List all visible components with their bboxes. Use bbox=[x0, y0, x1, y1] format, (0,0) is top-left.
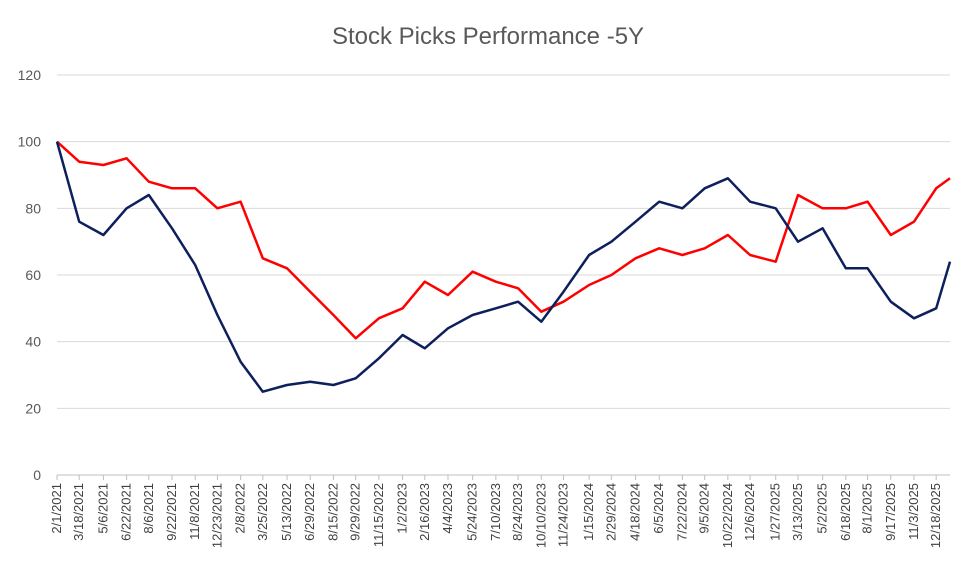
y-tick-label: 40 bbox=[25, 334, 41, 350]
y-tick-label: 0 bbox=[33, 467, 41, 483]
x-tick-label: 8/1/2025 bbox=[860, 483, 875, 534]
y-tick-label: 120 bbox=[18, 67, 42, 83]
x-tick-label: 1/15/2024 bbox=[581, 483, 596, 541]
x-tick-label: 2/16/2023 bbox=[417, 483, 432, 541]
x-tick-label: 8/15/2022 bbox=[325, 483, 340, 541]
x-tick-label: 11/8/2021 bbox=[187, 483, 202, 540]
y-tick-label: 100 bbox=[18, 134, 42, 150]
x-tick-label: 2/8/2022 bbox=[233, 483, 248, 534]
x-tick-label: 1/27/2025 bbox=[768, 483, 783, 541]
x-tick-label: 10/22/2024 bbox=[720, 483, 735, 548]
x-tick-label: 10/10/2023 bbox=[533, 483, 548, 548]
x-axis-ticks: 2/1/2021 3/18/2021 5/6/2021 6/22/2021 8/6/20… bbox=[49, 475, 943, 548]
y-axis-ticks: 0 20 40 60 80 100 120 bbox=[18, 67, 42, 483]
x-tick-label: 3/25/2022 bbox=[255, 483, 270, 541]
x-tick-label: 8/6/2021 bbox=[141, 483, 156, 534]
series-lines bbox=[55, 140, 952, 393]
x-tick-label: 2/1/2021 bbox=[49, 483, 64, 534]
x-tick-label: 4/18/2024 bbox=[628, 483, 643, 541]
x-tick-label: 3/18/2021 bbox=[71, 483, 86, 541]
x-tick-label: 11/24/2023 bbox=[555, 483, 570, 547]
x-tick-label: 5/2/2025 bbox=[815, 483, 830, 534]
x-tick-label: 12/23/2021 bbox=[209, 483, 224, 548]
x-tick-label: 3/13/2025 bbox=[790, 483, 805, 541]
y-tick-label: 80 bbox=[25, 200, 41, 216]
x-tick-label: 8/24/2023 bbox=[510, 483, 525, 541]
gridlines bbox=[57, 74, 950, 476]
x-tick-label: 9/17/2025 bbox=[883, 483, 898, 541]
x-tick-label: 4/4/2023 bbox=[440, 483, 455, 534]
x-tick-label: 2/29/2024 bbox=[603, 483, 618, 541]
x-tick-label: 7/22/2024 bbox=[674, 483, 689, 541]
x-tick-label: 7/10/2023 bbox=[488, 483, 503, 541]
chart-title: Stock Picks Performance -5Y bbox=[332, 23, 644, 50]
y-tick-label: 20 bbox=[25, 400, 41, 416]
x-tick-label: 1/2/2023 bbox=[395, 483, 410, 534]
x-tick-label: 11/15/2022 bbox=[371, 483, 386, 547]
x-tick-label: 6/18/2025 bbox=[838, 483, 853, 541]
x-tick-label: 12/18/2025 bbox=[928, 483, 943, 548]
x-tick-label: 6/22/2021 bbox=[119, 483, 134, 541]
x-tick-label: 6/5/2024 bbox=[651, 483, 666, 534]
series-line-1 bbox=[56, 140, 951, 340]
y-tick-label: 60 bbox=[25, 267, 41, 283]
x-tick-label: 5/6/2021 bbox=[95, 483, 110, 534]
x-tick-label: 11/3/2025 bbox=[906, 483, 921, 540]
series-line-2 bbox=[55, 141, 952, 393]
x-tick-label: 6/29/2022 bbox=[302, 483, 317, 541]
x-tick-label: 9/22/2021 bbox=[164, 483, 179, 541]
x-tick-label: 9/5/2024 bbox=[697, 483, 712, 534]
x-tick-label: 9/29/2022 bbox=[348, 483, 363, 541]
x-tick-label: 12/6/2024 bbox=[742, 483, 757, 541]
x-tick-label: 5/13/2022 bbox=[279, 483, 294, 541]
x-tick-label: 5/24/2023 bbox=[465, 483, 480, 541]
